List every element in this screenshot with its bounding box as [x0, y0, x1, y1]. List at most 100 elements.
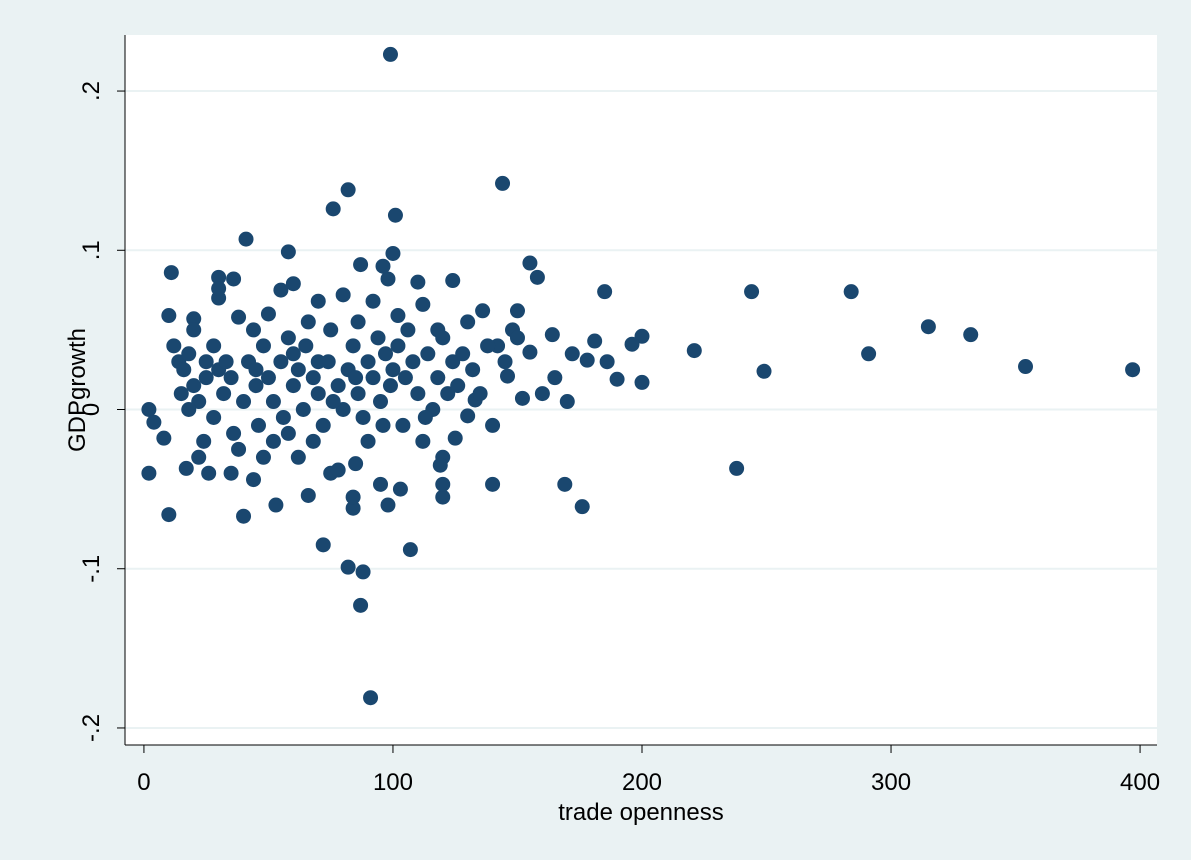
point [310, 293, 326, 309]
point [382, 378, 398, 394]
point [226, 271, 242, 287]
y-tick-label: -.2 [78, 714, 105, 742]
point [206, 338, 222, 354]
point [544, 327, 560, 343]
point [385, 362, 401, 378]
x-tick-label: 100 [373, 769, 413, 796]
point [330, 378, 346, 394]
point [415, 296, 431, 312]
point [340, 559, 356, 575]
point [686, 343, 702, 359]
x-axis-label: trade openness [558, 799, 723, 826]
point [191, 394, 207, 410]
point [211, 280, 227, 296]
point [435, 489, 451, 505]
point [226, 425, 242, 441]
point [295, 402, 311, 418]
point [377, 346, 393, 362]
point [579, 352, 595, 368]
point [246, 322, 262, 338]
point [397, 370, 413, 386]
point [460, 408, 476, 424]
point [547, 370, 563, 386]
point [238, 231, 254, 247]
point [522, 255, 538, 271]
point [141, 465, 157, 481]
point [181, 402, 197, 418]
point [1018, 359, 1034, 375]
point [365, 370, 381, 386]
point [280, 244, 296, 260]
point [410, 386, 426, 402]
x-tick-label: 200 [622, 769, 662, 796]
point [290, 449, 306, 465]
point [260, 306, 276, 322]
point [435, 476, 451, 492]
point [231, 309, 247, 325]
point [305, 370, 321, 386]
point [574, 499, 590, 515]
point [141, 402, 157, 418]
point [385, 245, 401, 261]
point [350, 314, 366, 330]
point [173, 386, 189, 402]
point [400, 322, 416, 338]
point [163, 265, 179, 281]
point [236, 394, 252, 410]
point [260, 370, 276, 386]
point [223, 465, 239, 481]
point [402, 542, 418, 558]
point [375, 417, 391, 433]
point [300, 314, 316, 330]
point [355, 409, 371, 425]
point [624, 336, 640, 352]
point [355, 564, 371, 580]
point [455, 346, 471, 362]
point [382, 46, 398, 62]
point [186, 378, 202, 394]
point [390, 338, 406, 354]
point [206, 409, 222, 425]
point [315, 537, 331, 553]
point [198, 354, 214, 370]
point [392, 481, 408, 497]
point [325, 201, 341, 217]
point [587, 333, 603, 349]
point [216, 386, 232, 402]
point [564, 346, 580, 362]
point [186, 322, 202, 338]
point [405, 354, 421, 370]
point [181, 346, 197, 362]
point [161, 507, 177, 523]
point [255, 449, 271, 465]
point [365, 293, 381, 309]
point [410, 274, 426, 290]
point [395, 417, 411, 433]
point [166, 338, 182, 354]
point [509, 303, 525, 319]
point [509, 330, 525, 346]
point [756, 363, 772, 379]
point [417, 409, 433, 425]
point [480, 338, 496, 354]
point [599, 354, 615, 370]
point [218, 354, 234, 370]
point [843, 284, 859, 300]
x-tick-label: 300 [871, 769, 911, 796]
point [445, 273, 461, 289]
point [305, 433, 321, 449]
point [191, 449, 207, 465]
point [223, 370, 239, 386]
point [497, 354, 513, 370]
x-tick-label: 0 [137, 769, 150, 796]
point [963, 327, 979, 343]
point [370, 330, 386, 346]
y-tick-label: .1 [78, 240, 105, 260]
point [265, 433, 281, 449]
point [363, 690, 379, 706]
point [495, 175, 511, 191]
point [201, 465, 217, 481]
point [345, 338, 361, 354]
point [268, 497, 284, 513]
